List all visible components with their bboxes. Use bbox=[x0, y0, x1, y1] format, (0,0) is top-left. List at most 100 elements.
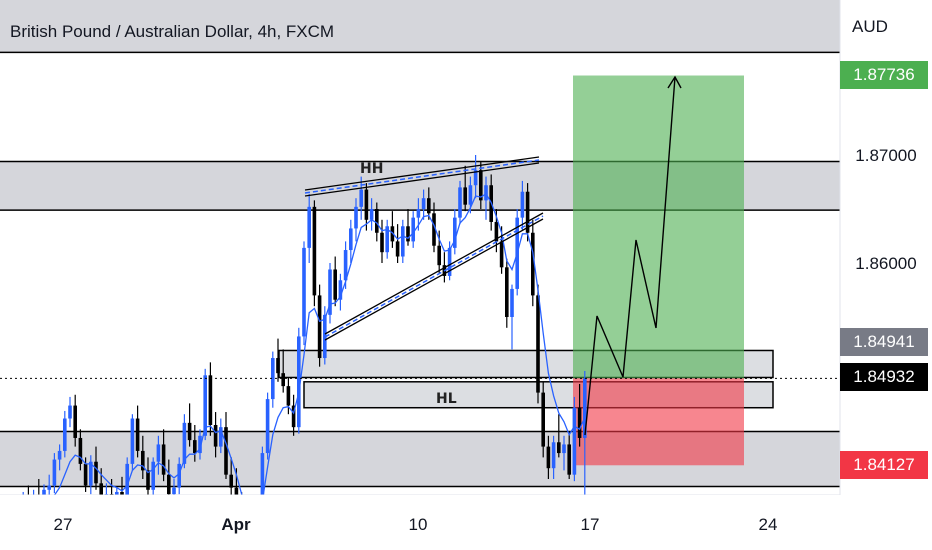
hh-trendline-mid bbox=[304, 159, 540, 194]
candle-body bbox=[260, 453, 265, 510]
candle-body bbox=[551, 442, 556, 469]
candle-body bbox=[203, 375, 207, 436]
moving-average-line bbox=[17, 193, 586, 528]
candle-body bbox=[83, 463, 88, 486]
candle-body bbox=[151, 461, 155, 490]
candle-body bbox=[437, 245, 441, 266]
candle-body bbox=[380, 232, 384, 253]
candle-body bbox=[317, 295, 322, 359]
candle-body bbox=[494, 221, 499, 242]
position-layer bbox=[573, 75, 744, 466]
candle-body bbox=[307, 206, 311, 248]
candle-body bbox=[265, 399, 270, 454]
candle-body bbox=[99, 483, 103, 499]
candle-body bbox=[349, 228, 353, 251]
x-tick-label: Apr bbox=[221, 515, 251, 534]
x-tick-label: 27 bbox=[54, 515, 73, 534]
currency-label: AUD bbox=[852, 17, 888, 36]
candle-body bbox=[572, 407, 577, 475]
candle-body bbox=[78, 437, 83, 464]
upper-zone-price-tag: 1.84941 bbox=[840, 328, 928, 356]
zone-band bbox=[0, 0, 840, 53]
candle-body bbox=[401, 226, 405, 257]
hl-label: HL bbox=[436, 391, 457, 407]
candle-body bbox=[198, 435, 202, 454]
profit-zone bbox=[573, 75, 744, 379]
current-price-tag: 1.84932 bbox=[840, 363, 928, 391]
candle-body bbox=[146, 470, 150, 490]
candle-body bbox=[47, 485, 51, 490]
candle-body bbox=[271, 358, 275, 400]
candle-body bbox=[375, 209, 379, 233]
candle-body bbox=[562, 444, 566, 454]
candle-body bbox=[546, 446, 551, 469]
candle-body bbox=[453, 217, 457, 248]
candle-body bbox=[141, 450, 145, 471]
support-trendline-upper bbox=[324, 212, 544, 335]
candle-body bbox=[208, 375, 213, 425]
candle-body bbox=[421, 198, 426, 209]
candle-body bbox=[68, 405, 72, 419]
candle-body bbox=[406, 226, 410, 242]
candle-body bbox=[343, 250, 348, 281]
drawings-layer: HH HL bbox=[304, 75, 682, 436]
candle-body bbox=[473, 170, 478, 186]
x-tick-label: 10 bbox=[409, 515, 428, 534]
candle-body bbox=[583, 378, 587, 438]
candle-body bbox=[172, 487, 176, 495]
projected-path bbox=[584, 76, 676, 436]
candle-body bbox=[385, 226, 389, 253]
candle-body bbox=[63, 418, 67, 451]
candle-body bbox=[281, 373, 285, 387]
candle-body bbox=[73, 405, 77, 438]
candle-body bbox=[577, 407, 582, 438]
candle-body bbox=[177, 463, 181, 488]
candle-body bbox=[499, 241, 504, 268]
time-axis-background bbox=[0, 495, 932, 550]
chart-title: British Pound / Australian Dollar, 4h, F… bbox=[10, 22, 335, 41]
x-tick-label: 24 bbox=[759, 515, 778, 534]
candle-body bbox=[390, 226, 395, 242]
candle-body bbox=[536, 295, 540, 393]
candle-body bbox=[89, 461, 93, 486]
candle-body bbox=[520, 191, 525, 218]
candle-body bbox=[468, 185, 473, 205]
hh-label: HH bbox=[360, 161, 383, 177]
candle-body bbox=[479, 170, 483, 201]
candle-body bbox=[328, 269, 332, 315]
candle-body bbox=[161, 444, 166, 475]
candle-body bbox=[276, 358, 280, 374]
hh-trendline-upper bbox=[304, 156, 540, 191]
candle-body bbox=[297, 336, 301, 428]
candle-body bbox=[416, 209, 421, 218]
candle-body bbox=[411, 217, 415, 242]
candle-body bbox=[369, 209, 374, 220]
candle-body bbox=[57, 450, 62, 460]
candle-body bbox=[156, 444, 161, 462]
candles-layer bbox=[0, 155, 840, 550]
candle-body bbox=[541, 392, 545, 447]
candle-body bbox=[510, 288, 514, 317]
candle-body bbox=[333, 269, 337, 300]
candle-body bbox=[312, 206, 317, 296]
candle-body bbox=[224, 427, 228, 475]
hh-trendline-lower bbox=[304, 162, 540, 197]
candle-body bbox=[463, 187, 467, 205]
candle-body bbox=[135, 418, 140, 451]
projected-arrowhead bbox=[667, 75, 682, 89]
candle-body bbox=[531, 232, 535, 296]
target-price-tag: 1.87736 bbox=[840, 61, 928, 89]
candle-body bbox=[484, 185, 488, 201]
loss-zone bbox=[573, 378, 744, 466]
candle-body bbox=[302, 247, 306, 337]
candle-body bbox=[364, 189, 369, 220]
support-trendline-lower bbox=[324, 218, 544, 341]
x-tick-label: 17 bbox=[581, 515, 600, 534]
candle-body bbox=[359, 189, 363, 207]
stop-price-tag: 1.84127 bbox=[840, 451, 928, 479]
candle-body bbox=[338, 280, 343, 300]
candle-body bbox=[567, 444, 571, 475]
y-tick-label: 1.86000 bbox=[855, 254, 916, 273]
